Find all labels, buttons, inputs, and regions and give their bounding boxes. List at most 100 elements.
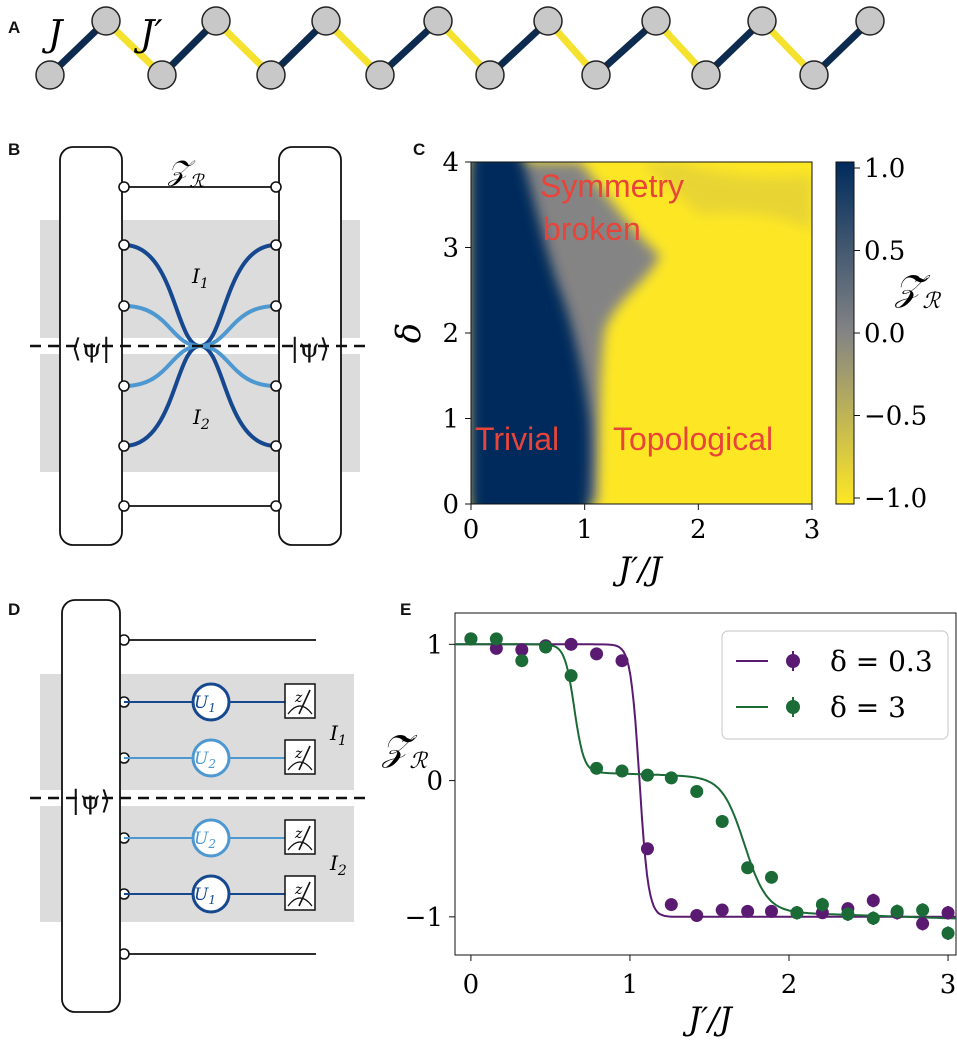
colorbar xyxy=(835,161,855,505)
c-ylabel: δ xyxy=(389,323,429,343)
data-point-series-1 xyxy=(464,632,478,646)
meter-arc xyxy=(287,705,313,715)
cbar-tick-label: −1.0 xyxy=(864,484,927,514)
c-xtick-label: 1 xyxy=(576,515,593,545)
site-node xyxy=(147,60,177,90)
wire-port xyxy=(270,440,282,452)
ssh-chain xyxy=(35,6,885,90)
wire-port xyxy=(270,181,282,193)
z-r-label: 𝒵ℛ xyxy=(167,154,205,192)
meter-needle xyxy=(298,689,311,715)
e-frame xyxy=(454,612,957,956)
site-node xyxy=(256,60,286,90)
region-i1-label-d: I1 xyxy=(329,721,347,749)
data-point-series-1 xyxy=(690,784,704,798)
legend: δ = 0.3 δ = 3 xyxy=(721,630,949,740)
panel-label-b: B xyxy=(8,140,21,159)
cbar-label: 𝒵̃ℛ xyxy=(894,268,941,314)
wire-port xyxy=(118,181,130,193)
data-point-series-1 xyxy=(741,861,755,875)
site-node xyxy=(581,60,611,90)
gate-label: U2 xyxy=(194,829,216,851)
data-point-series-0 xyxy=(715,903,729,917)
data-point-series-1 xyxy=(715,814,729,828)
c-ytick-label: 2 xyxy=(442,319,459,349)
gate-label: U2 xyxy=(194,749,216,771)
trivial-annotation: Trivial xyxy=(475,421,559,457)
data-point-series-1 xyxy=(890,904,904,918)
site-node xyxy=(365,60,395,90)
e-xtick-label: 2 xyxy=(781,970,798,1000)
data-point-series-0 xyxy=(515,643,529,657)
e-xtick-label: 1 xyxy=(622,970,639,1000)
region-i1-label: I1 xyxy=(191,264,209,292)
legend-label: δ = 0.3 xyxy=(830,645,933,678)
data-point-series-1 xyxy=(841,907,855,921)
meter-label: z xyxy=(294,826,303,842)
wire-port xyxy=(270,500,282,512)
data-point-series-1 xyxy=(866,911,880,925)
data-point-series-1 xyxy=(664,771,678,785)
cbar-tick-label: 1.0 xyxy=(864,154,905,184)
meter-arc xyxy=(287,897,313,907)
panel-label-d: D xyxy=(8,600,21,619)
unitary-gate-2[interactable] xyxy=(191,818,231,858)
site-node xyxy=(475,60,505,90)
wire-port xyxy=(270,239,282,251)
j-label: J xyxy=(41,14,65,55)
c-ytick-label: 3 xyxy=(442,234,459,264)
e-xtick-label: 3 xyxy=(940,970,957,1000)
c-xlabel: J′/J xyxy=(612,550,664,588)
state-box xyxy=(61,599,121,1013)
data-point-series-1 xyxy=(564,669,578,683)
gate-label: U1 xyxy=(194,885,216,907)
data-point-series-1 xyxy=(916,903,930,917)
legend-box xyxy=(721,630,949,740)
wire-port xyxy=(118,440,130,452)
site-node xyxy=(747,6,777,36)
wire-port xyxy=(270,300,282,312)
wire-port xyxy=(118,300,130,312)
state-label: |ψ⟩ xyxy=(71,786,110,816)
e-xlabel: J′/J xyxy=(682,1000,734,1038)
data-point-series-1 xyxy=(590,761,604,775)
cbar-tick-label: −0.5 xyxy=(864,402,927,432)
legend-marker xyxy=(786,654,800,668)
e-ytick-label: −1 xyxy=(405,903,443,933)
data-point-series-0 xyxy=(916,917,930,931)
trivial-region xyxy=(471,162,591,504)
wire-port xyxy=(118,380,130,392)
legend-label: δ = 3 xyxy=(830,691,906,724)
c-ytick-label: 1 xyxy=(442,405,459,435)
site-node xyxy=(201,6,231,36)
data-point-series-0 xyxy=(741,904,755,918)
cbar-tick-label: 0.0 xyxy=(864,319,905,349)
unitary-gate-2[interactable] xyxy=(191,738,231,778)
symmetry-broken-annotation-2: broken xyxy=(543,211,641,247)
region-i2-label: I2 xyxy=(192,405,210,433)
topological-annotation: Topological xyxy=(613,421,773,457)
e-ytick-label: 1 xyxy=(426,630,443,660)
data-point-series-0 xyxy=(866,893,880,907)
site-node xyxy=(423,6,453,36)
meter-label: z xyxy=(294,882,303,898)
c-xtick-label: 3 xyxy=(804,515,821,545)
data-point-series-1 xyxy=(941,926,955,940)
legend-marker xyxy=(786,700,800,714)
panel-d-circuit: U1 z U2 z U2 z U1 z |ψ⟩ I1 I2 xyxy=(30,599,372,1013)
panel-label-c: C xyxy=(413,140,426,159)
unitary-gate-1[interactable] xyxy=(191,874,231,914)
site-node xyxy=(641,6,671,36)
meter-needle xyxy=(298,881,311,907)
data-point-series-1 xyxy=(640,768,654,782)
bra-label: ⟨ψ| xyxy=(71,334,110,364)
data-point-series-0 xyxy=(489,641,503,655)
site-node xyxy=(91,6,121,36)
data-point-series-0 xyxy=(765,904,779,918)
data-point-series-0 xyxy=(690,908,704,922)
data-point-series-1 xyxy=(765,870,779,884)
site-node xyxy=(533,6,563,36)
site-node xyxy=(855,6,885,36)
unitary-gate-1[interactable] xyxy=(191,682,231,722)
phase-diagram: 0 1 2 3 0 1 2 3 4 Symmetry broken Trivial Topolo… xyxy=(389,148,941,588)
